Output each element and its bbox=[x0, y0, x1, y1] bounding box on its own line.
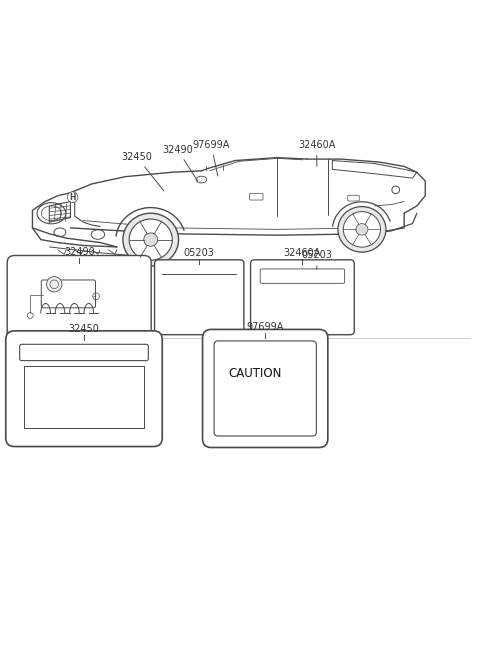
Text: 05203: 05203 bbox=[184, 248, 215, 258]
Ellipse shape bbox=[144, 233, 157, 246]
FancyBboxPatch shape bbox=[251, 260, 354, 335]
FancyBboxPatch shape bbox=[214, 341, 316, 436]
Text: H: H bbox=[69, 193, 76, 202]
Ellipse shape bbox=[196, 176, 207, 183]
Ellipse shape bbox=[338, 206, 386, 252]
FancyBboxPatch shape bbox=[250, 193, 263, 200]
Text: 32490: 32490 bbox=[64, 247, 95, 257]
FancyBboxPatch shape bbox=[260, 269, 345, 284]
Text: 05203: 05203 bbox=[301, 250, 332, 269]
FancyBboxPatch shape bbox=[203, 329, 328, 447]
Text: 32450: 32450 bbox=[121, 152, 164, 191]
Text: 32460A: 32460A bbox=[298, 140, 336, 166]
Text: 32450: 32450 bbox=[69, 324, 99, 334]
FancyBboxPatch shape bbox=[155, 260, 244, 335]
Circle shape bbox=[47, 276, 62, 292]
FancyBboxPatch shape bbox=[7, 255, 151, 339]
Text: 97699A: 97699A bbox=[247, 322, 284, 332]
Text: 32490: 32490 bbox=[162, 145, 198, 181]
Bar bbox=[24, 366, 144, 428]
FancyBboxPatch shape bbox=[6, 331, 162, 447]
Text: 97699A: 97699A bbox=[192, 140, 230, 176]
Ellipse shape bbox=[343, 212, 381, 247]
Ellipse shape bbox=[356, 223, 368, 235]
Text: 32460A: 32460A bbox=[284, 248, 321, 258]
FancyBboxPatch shape bbox=[348, 195, 359, 201]
FancyBboxPatch shape bbox=[41, 280, 96, 308]
Ellipse shape bbox=[123, 213, 179, 266]
Ellipse shape bbox=[129, 219, 172, 260]
Text: CAUTION: CAUTION bbox=[228, 367, 281, 380]
FancyBboxPatch shape bbox=[20, 345, 148, 361]
